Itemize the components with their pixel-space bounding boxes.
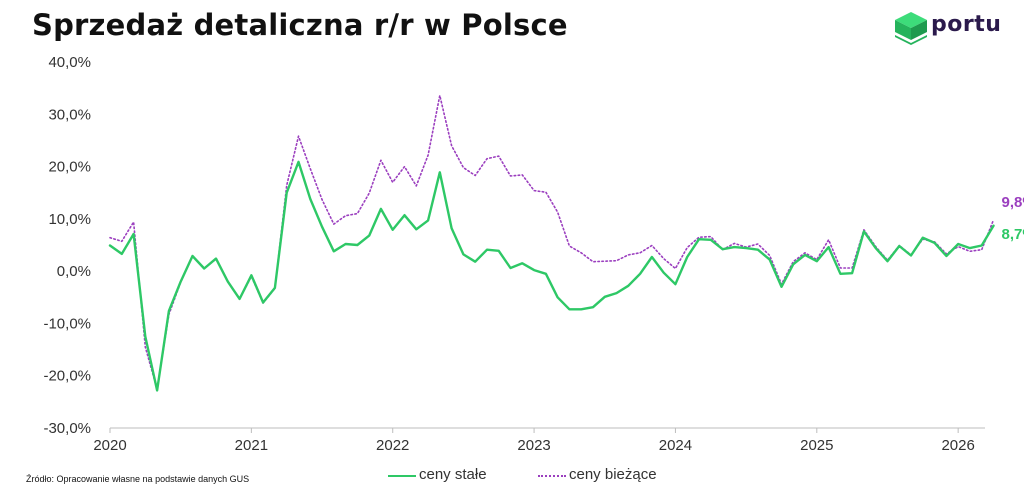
end-label-ceny-stale: 8,7% (1002, 226, 1024, 243)
x-axis: 2020 2021 2022 2023 2024 2025 2026 (93, 428, 975, 454)
x-tick-label: 2026 (941, 437, 974, 454)
y-tick-label: 30,0% (48, 106, 91, 123)
y-axis: 40,0% 30,0% 20,0% 10,0% 0,0% -10,0% -20,0% -30,… (43, 54, 91, 437)
x-tick-label: 2024 (659, 437, 692, 454)
legend-swatch (538, 475, 566, 477)
end-labels: 9,8% 8,7% (1002, 194, 1024, 243)
x-tick-label: 2023 (517, 437, 550, 454)
y-tick-label: -10,0% (43, 315, 91, 332)
page-title: Sprzedaż detaliczna r/r w Polsce (32, 8, 568, 42)
series-layer (108, 94, 995, 392)
legend-label: ceny bieżące (569, 466, 657, 483)
source-note: Źródło: Opracowanie własne na podstawie … (26, 474, 250, 484)
x-tick-label: 2021 (235, 437, 268, 454)
series-line-ceny-stale (108, 160, 995, 392)
x-tick-label: 2025 (800, 437, 833, 454)
x-tick-label: 2020 (93, 437, 126, 454)
y-tick-label: 10,0% (48, 211, 91, 228)
y-tick-label: -20,0% (43, 368, 91, 385)
x-tick-label: 2022 (376, 437, 409, 454)
y-tick-label: 0,0% (57, 263, 91, 280)
y-tick-label: 40,0% (48, 54, 91, 71)
logo-text: portu (931, 12, 1002, 37)
green-cube-icon (895, 12, 927, 45)
legend: ceny stałe ceny bieżące (388, 465, 708, 485)
legend-label: ceny stałe (419, 466, 487, 483)
y-tick-label: 20,0% (48, 159, 91, 176)
line-chart: 40,0% 30,0% 20,0% 10,0% 0,0% -10,0% -20,0% -30,… (43, 54, 1024, 454)
legend-swatch (388, 475, 416, 477)
end-label-ceny-biezace: 9,8% (1002, 194, 1024, 211)
portu-logo: portu (893, 10, 1001, 50)
y-tick-label: -30,0% (43, 420, 91, 437)
